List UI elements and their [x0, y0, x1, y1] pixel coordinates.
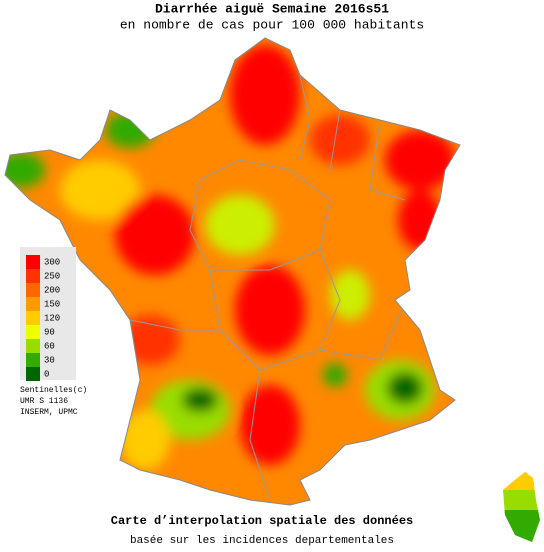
legend-swatch: [26, 325, 40, 339]
legend-label: 150: [44, 299, 60, 309]
footer-note: basée sur les incidences departementales: [130, 535, 394, 547]
footer-caption: Carte d’interpolation spatiale des donné…: [111, 514, 413, 528]
title: Diarrhée aiguë Semaine 2016s51: [155, 1, 389, 16]
credit: INSERM, UPMC: [20, 408, 78, 417]
legend-swatch: [26, 311, 40, 325]
legend-label: 30: [44, 355, 55, 365]
legend-swatch: [26, 297, 40, 311]
credit: Sentinelles(c): [20, 386, 87, 395]
legend-swatch: [26, 339, 40, 353]
legend-swatch: [26, 367, 40, 381]
legend-swatch: [26, 255, 40, 269]
legend-label: 60: [44, 341, 55, 351]
corsica-map: [503, 472, 540, 542]
legend-swatch: [26, 353, 40, 367]
legend-label: 90: [44, 327, 55, 337]
legend-label: 120: [44, 313, 60, 323]
credit: UMR S 1136: [20, 397, 68, 406]
legend-label: 200: [44, 285, 60, 295]
legend-swatch: [26, 283, 40, 297]
france-outline: [4, 37, 461, 506]
legend-label: 250: [44, 271, 60, 281]
legend-swatch: [26, 269, 40, 283]
subtitle: en nombre de cas pour 100 000 habitants: [120, 17, 424, 32]
legend-label: 0: [44, 369, 49, 379]
legend-label: 300: [44, 257, 60, 267]
